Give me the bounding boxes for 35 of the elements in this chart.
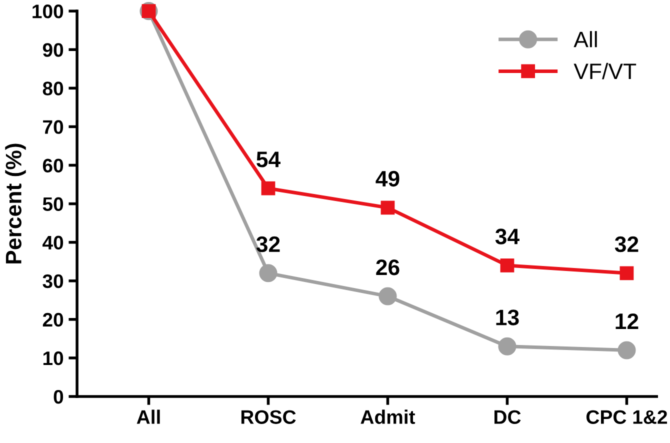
x-tick-label: DC (494, 410, 521, 424)
data-label: 49 (376, 170, 400, 187)
point (498, 337, 516, 356)
y-tick-label: 70 (43, 120, 64, 134)
y-tick-label: 100 (32, 4, 64, 18)
y-tick-label: 80 (42, 82, 64, 96)
data-label: 54 (256, 152, 280, 168)
legend-label: VF/VT (574, 62, 636, 80)
data-label: 26 (376, 259, 400, 276)
y-tick-label: 20 (42, 312, 64, 327)
point (620, 266, 634, 280)
data-label: 34 (495, 228, 520, 244)
x-tick-label: Admit (360, 410, 416, 424)
point (380, 200, 395, 215)
data-label: 12 (616, 313, 638, 329)
y-tick-label: 50 (42, 197, 64, 212)
y-tick-label: 60 (42, 158, 64, 172)
legend-label: All (574, 31, 597, 48)
point (378, 287, 397, 306)
y-axis-title: Percent (%) (5, 144, 26, 264)
x-tick-label: ROSC (241, 410, 296, 424)
y-tick-label: 0 (54, 390, 64, 404)
x-tick-label: All (136, 410, 160, 424)
y-tick-label: 40 (42, 236, 64, 250)
point (259, 264, 278, 282)
data-label: 32 (256, 236, 280, 252)
point (500, 258, 514, 272)
data-label: 32 (614, 236, 638, 252)
x-tick-label: CPC 1&2 (586, 410, 668, 424)
y-tick-label: 10 (43, 351, 64, 366)
y-tick-label: 90 (42, 43, 64, 57)
point (618, 341, 636, 360)
data-label: 13 (496, 310, 519, 326)
point (261, 181, 276, 196)
y-tick-label: 30 (42, 274, 64, 288)
